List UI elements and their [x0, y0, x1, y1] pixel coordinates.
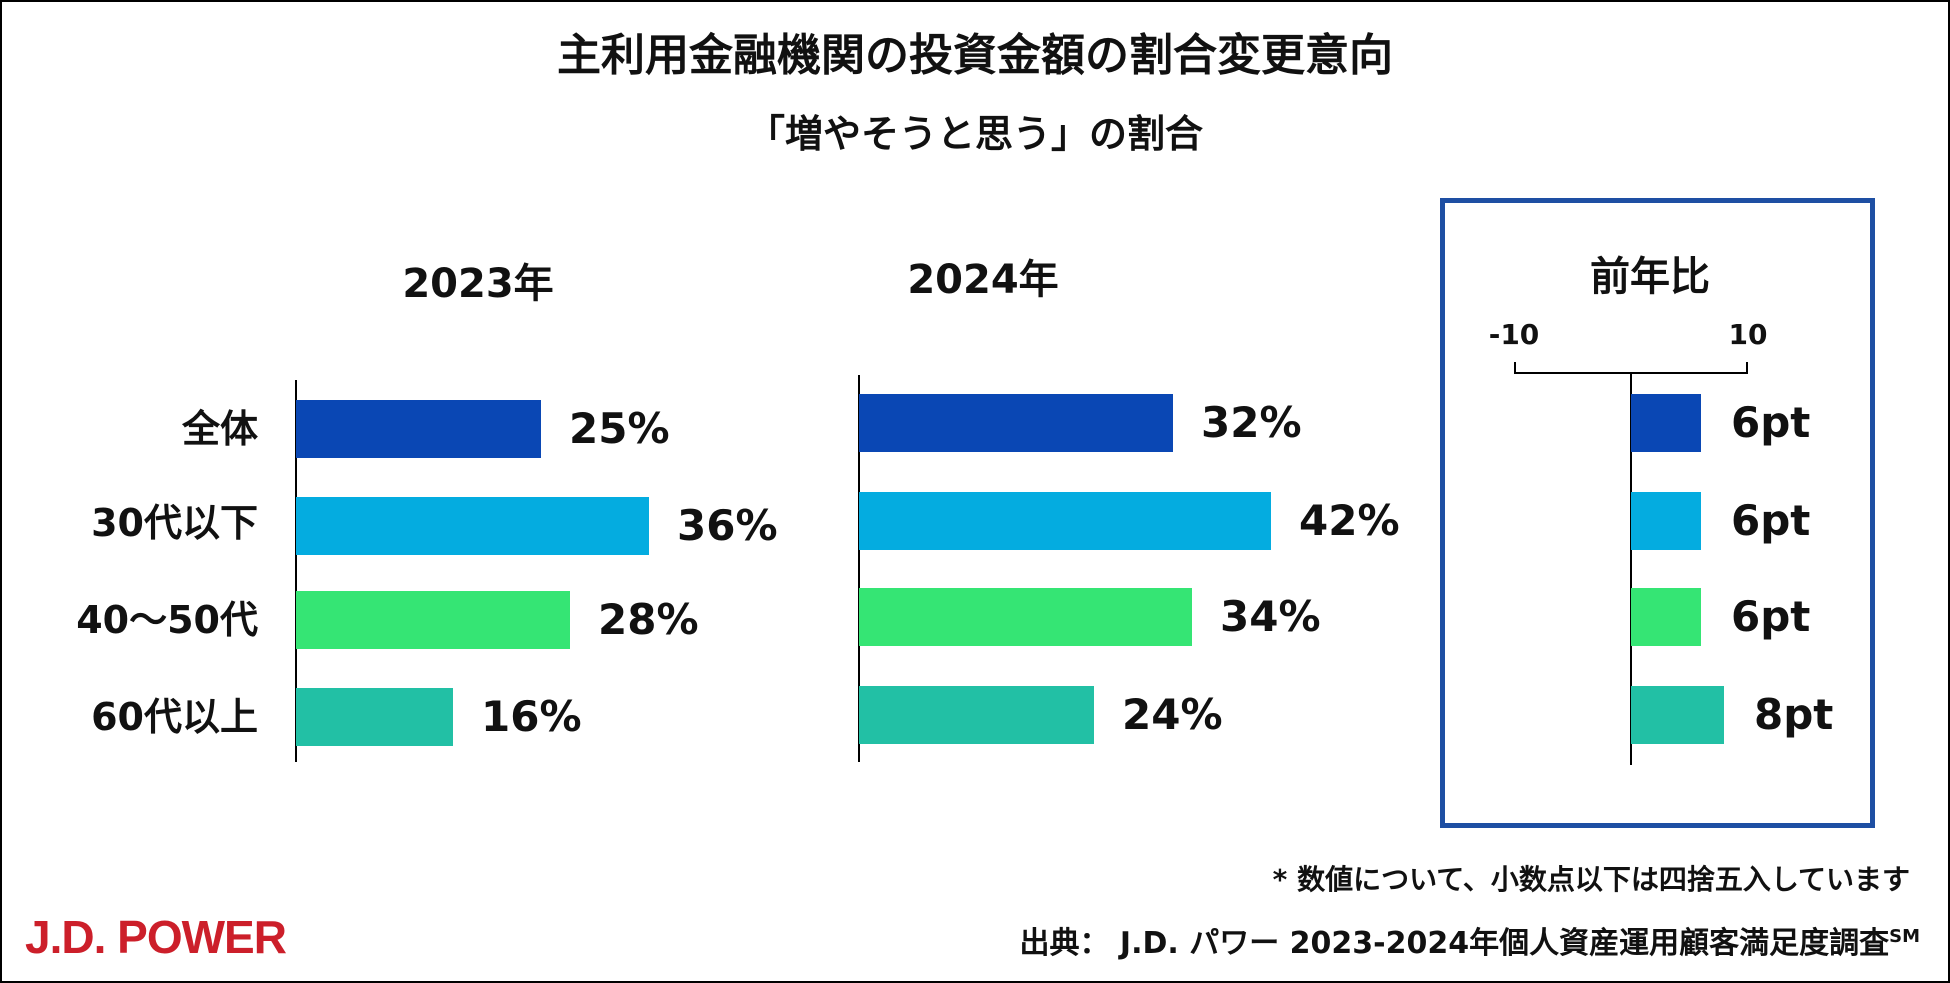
scale-tick-max — [1746, 362, 1748, 374]
footnote: * 数値について、小数点以下は四捨五入しています — [1272, 863, 1910, 896]
yoy-panel — [1440, 198, 1875, 828]
value-label-2023-30s-under: 36% — [677, 501, 778, 550]
axis-line-2024 — [858, 375, 860, 762]
bar-yoy-40s-50s — [1631, 588, 1701, 646]
bar-2023-40s-50s — [296, 591, 570, 649]
bar-2024-60s-over — [859, 686, 1094, 744]
scale-tick-min — [1514, 362, 1516, 374]
bar-2024-all — [859, 394, 1173, 452]
tick-label-max: 10 — [1728, 318, 1768, 351]
chart-title: 主利用金融機関の投資金額の割合変更意向 — [557, 30, 1393, 81]
axis-line-2023 — [295, 380, 297, 762]
panel-title-yoy: 前年比 — [1590, 254, 1710, 300]
bar-yoy-60s-over — [1631, 686, 1724, 744]
value-label-2024-30s-under: 42% — [1299, 496, 1400, 545]
bar-2023-60s-over — [296, 688, 453, 746]
panel-title-2024: 2024年 — [907, 257, 1059, 303]
source-sup: SM — [1889, 926, 1920, 947]
bar-2023-30s-under — [296, 497, 649, 555]
source-line: 出典： J.D. パワー 2023-2024年個人資産運用顧客満足度調査SM — [1019, 918, 1920, 962]
bar-yoy-all — [1631, 394, 1701, 452]
value-label-yoy-60s-over: 8pt — [1754, 690, 1834, 739]
value-label-2023-all: 25% — [569, 404, 670, 453]
value-label-2023-40s-50s: 28% — [598, 595, 699, 644]
bar-2023-all — [296, 400, 541, 458]
bar-yoy-30s-under — [1631, 492, 1701, 550]
category-label-60s-over: 60代以上 — [91, 695, 258, 739]
value-label-yoy-40s-50s: 6pt — [1731, 592, 1811, 641]
value-label-2024-40s-50s: 34% — [1220, 592, 1321, 641]
value-label-yoy-30s-under: 6pt — [1731, 496, 1811, 545]
panel-title-2023: 2023年 — [402, 261, 554, 307]
category-label-30s-under: 30代以下 — [91, 501, 258, 545]
value-label-yoy-all: 6pt — [1731, 398, 1811, 447]
category-label-all: 全体 — [181, 407, 258, 451]
bar-2024-30s-under — [859, 492, 1271, 550]
bar-2024-40s-50s — [859, 588, 1192, 646]
category-label-40s-50s: 40～50代 — [76, 598, 258, 642]
jd-power-logo: J.D. POWER — [25, 911, 287, 963]
axis-line-yoy — [1630, 373, 1632, 765]
chart-subtitle: 「増やそうと思う」の割合 — [746, 112, 1203, 156]
value-label-2023-60s-over: 16% — [481, 692, 582, 741]
value-label-2024-all: 32% — [1201, 398, 1302, 447]
tick-label-min: -10 — [1488, 318, 1540, 351]
source-text: 出典： J.D. パワー 2023-2024年個人資産運用顧客満足度調査 — [1019, 926, 1890, 961]
value-label-2024-60s-over: 24% — [1122, 690, 1223, 739]
